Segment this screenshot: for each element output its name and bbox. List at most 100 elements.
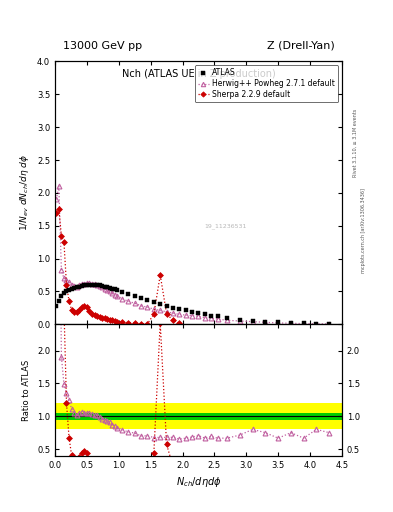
Sherpa 2.2.9 default bbox=[82, 303, 87, 309]
ATLAS bbox=[97, 283, 102, 289]
ATLAS bbox=[90, 282, 94, 288]
ATLAS bbox=[54, 303, 59, 309]
Sherpa 2.2.9 default bbox=[72, 309, 77, 315]
Herwig++ Powheg 2.7.1 default bbox=[158, 307, 163, 313]
ATLAS bbox=[59, 293, 64, 299]
Sherpa 2.2.9 default bbox=[79, 304, 84, 310]
Herwig++ Powheg 2.7.1 default bbox=[108, 288, 112, 294]
ATLAS bbox=[105, 284, 110, 290]
Sherpa 2.2.9 default bbox=[171, 317, 175, 324]
Herwig++ Powheg 2.7.1 default bbox=[276, 320, 281, 326]
ATLAS bbox=[112, 286, 117, 292]
Sherpa 2.2.9 default bbox=[54, 209, 59, 216]
Herwig++ Powheg 2.7.1 default bbox=[237, 318, 242, 324]
Herwig++ Powheg 2.7.1 default bbox=[97, 283, 102, 289]
Herwig++ Powheg 2.7.1 default bbox=[57, 183, 61, 189]
ATLAS bbox=[119, 289, 124, 295]
Sherpa 2.2.9 default bbox=[87, 308, 92, 314]
ATLAS bbox=[84, 282, 89, 288]
Sherpa 2.2.9 default bbox=[90, 311, 94, 317]
Line: Sherpa 2.2.9 default: Sherpa 2.2.9 default bbox=[54, 207, 182, 326]
Sherpa 2.2.9 default bbox=[59, 232, 64, 239]
ATLAS bbox=[190, 309, 195, 315]
ATLAS bbox=[158, 301, 163, 307]
Herwig++ Powheg 2.7.1 default bbox=[250, 318, 255, 325]
ATLAS bbox=[151, 299, 156, 305]
ATLAS bbox=[82, 283, 87, 289]
Herwig++ Powheg 2.7.1 default bbox=[327, 321, 332, 327]
Legend: ATLAS, Herwig++ Powheg 2.7.1 default, Sherpa 2.2.9 default: ATLAS, Herwig++ Powheg 2.7.1 default, Sh… bbox=[195, 65, 338, 102]
Sherpa 2.2.9 default bbox=[158, 272, 163, 278]
ATLAS bbox=[87, 282, 92, 288]
ATLAS bbox=[77, 284, 82, 290]
Sherpa 2.2.9 default bbox=[145, 321, 150, 327]
Herwig++ Powheg 2.7.1 default bbox=[288, 320, 293, 326]
Herwig++ Powheg 2.7.1 default bbox=[87, 280, 92, 286]
ATLAS bbox=[225, 315, 230, 322]
Sherpa 2.2.9 default bbox=[62, 239, 66, 245]
Herwig++ Powheg 2.7.1 default bbox=[190, 313, 195, 319]
Herwig++ Powheg 2.7.1 default bbox=[110, 290, 115, 296]
Herwig++ Powheg 2.7.1 default bbox=[301, 321, 306, 327]
Sherpa 2.2.9 default bbox=[95, 313, 99, 319]
Text: Z (Drell-Yan): Z (Drell-Yan) bbox=[267, 40, 335, 51]
X-axis label: $N_{ch}/d\eta d\phi$: $N_{ch}/d\eta d\phi$ bbox=[176, 475, 221, 489]
ATLAS bbox=[103, 284, 107, 290]
Sherpa 2.2.9 default bbox=[164, 311, 169, 317]
Herwig++ Powheg 2.7.1 default bbox=[145, 304, 150, 310]
Text: Rivet 3.1.10, ≥ 3.1M events: Rivet 3.1.10, ≥ 3.1M events bbox=[353, 109, 358, 178]
ATLAS bbox=[250, 318, 255, 324]
ATLAS bbox=[115, 287, 120, 293]
Sherpa 2.2.9 default bbox=[97, 314, 102, 320]
ATLAS bbox=[132, 293, 137, 299]
Herwig++ Powheg 2.7.1 default bbox=[67, 279, 72, 285]
Sherpa 2.2.9 default bbox=[139, 321, 143, 327]
Herwig++ Powheg 2.7.1 default bbox=[90, 281, 94, 287]
Herwig++ Powheg 2.7.1 default bbox=[177, 311, 182, 317]
Text: Nch (ATLAS UE in Z production): Nch (ATLAS UE in Z production) bbox=[121, 69, 275, 79]
Sherpa 2.2.9 default bbox=[119, 319, 124, 325]
Sherpa 2.2.9 default bbox=[77, 307, 82, 313]
Sherpa 2.2.9 default bbox=[67, 298, 72, 304]
Text: 19_11236531: 19_11236531 bbox=[204, 223, 246, 229]
Herwig++ Powheg 2.7.1 default bbox=[84, 280, 89, 286]
Sherpa 2.2.9 default bbox=[64, 282, 69, 288]
Sherpa 2.2.9 default bbox=[69, 307, 74, 313]
Y-axis label: Ratio to ATLAS: Ratio to ATLAS bbox=[22, 359, 31, 420]
Sherpa 2.2.9 default bbox=[151, 311, 156, 317]
ATLAS bbox=[110, 286, 115, 292]
Herwig++ Powheg 2.7.1 default bbox=[64, 276, 69, 283]
Herwig++ Powheg 2.7.1 default bbox=[215, 316, 220, 322]
Herwig++ Powheg 2.7.1 default bbox=[103, 286, 107, 292]
Sherpa 2.2.9 default bbox=[92, 312, 97, 318]
Herwig++ Powheg 2.7.1 default bbox=[72, 283, 77, 289]
ATLAS bbox=[95, 283, 99, 289]
Herwig++ Powheg 2.7.1 default bbox=[54, 196, 59, 202]
Herwig++ Powheg 2.7.1 default bbox=[112, 292, 117, 298]
ATLAS bbox=[145, 297, 150, 303]
Herwig++ Powheg 2.7.1 default bbox=[263, 319, 268, 325]
Herwig++ Powheg 2.7.1 default bbox=[100, 284, 105, 290]
Sherpa 2.2.9 default bbox=[74, 309, 79, 315]
Herwig++ Powheg 2.7.1 default bbox=[196, 313, 201, 319]
ATLAS bbox=[202, 311, 207, 317]
ATLAS bbox=[74, 284, 79, 290]
ATLAS bbox=[263, 318, 268, 325]
Sherpa 2.2.9 default bbox=[110, 317, 115, 324]
ATLAS bbox=[108, 285, 112, 291]
Sherpa 2.2.9 default bbox=[132, 320, 137, 326]
Sherpa 2.2.9 default bbox=[103, 315, 107, 322]
ATLAS bbox=[171, 305, 175, 311]
Sherpa 2.2.9 default bbox=[177, 320, 182, 326]
Herwig++ Powheg 2.7.1 default bbox=[82, 281, 87, 287]
ATLAS bbox=[327, 321, 332, 327]
Herwig++ Powheg 2.7.1 default bbox=[74, 284, 79, 290]
ATLAS bbox=[92, 282, 97, 288]
Herwig++ Powheg 2.7.1 default bbox=[62, 275, 66, 282]
ATLAS bbox=[237, 316, 242, 323]
Herwig++ Powheg 2.7.1 default bbox=[119, 295, 124, 302]
Herwig++ Powheg 2.7.1 default bbox=[95, 282, 99, 288]
ATLAS bbox=[276, 319, 281, 325]
Text: 13000 GeV pp: 13000 GeV pp bbox=[63, 40, 142, 51]
Herwig++ Powheg 2.7.1 default bbox=[115, 293, 120, 299]
